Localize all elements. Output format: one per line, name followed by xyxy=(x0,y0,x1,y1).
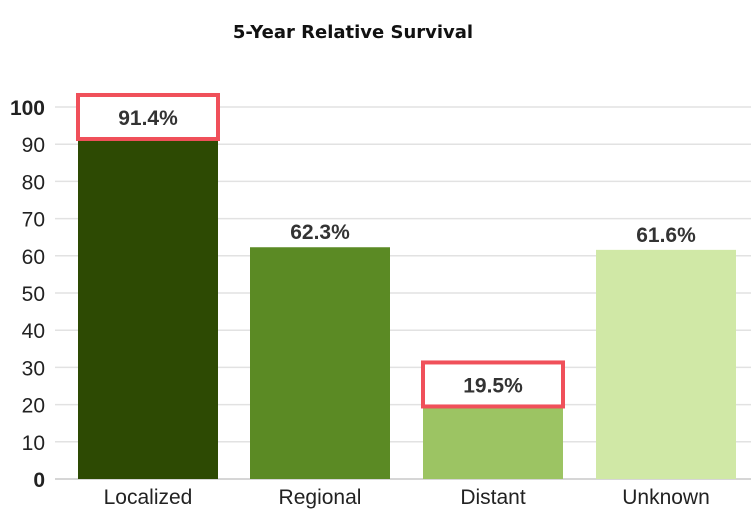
bar-regional xyxy=(250,247,390,479)
y-axis-ticks: 0 10 20 30 40 50 60 70 80 90 100 xyxy=(10,97,45,492)
y-tick-label: 40 xyxy=(22,320,45,343)
data-label: 19.5% xyxy=(463,374,523,397)
y-tick-label: 0 xyxy=(33,469,45,492)
y-tick-label: 80 xyxy=(22,171,45,194)
bar-distant xyxy=(423,406,563,479)
x-tick-label: Regional xyxy=(279,486,362,509)
y-tick-label: 90 xyxy=(22,134,45,157)
highlight-box xyxy=(421,360,565,409)
x-axis-ticks: Localized Regional Distant Unknown xyxy=(104,486,710,509)
bar-unknown xyxy=(596,249,736,479)
y-tick-label: 50 xyxy=(22,283,45,306)
y-tick-label: 10 xyxy=(22,432,45,455)
highlight-box xyxy=(76,92,220,141)
y-tick-label: 60 xyxy=(22,246,45,269)
x-tick-label: Unknown xyxy=(622,486,710,509)
bars: 91.4% 62.3% 19.5% 61.6% xyxy=(76,92,736,479)
data-label: 61.6% xyxy=(636,224,696,247)
x-tick-label: Localized xyxy=(104,486,193,509)
data-label: 62.3% xyxy=(290,221,350,244)
chart-title: 5-Year Relative Survival xyxy=(233,22,473,43)
y-tick-label: 30 xyxy=(22,357,45,380)
data-label: 91.4% xyxy=(118,107,178,130)
y-tick-label: 100 xyxy=(10,97,45,120)
y-tick-label: 70 xyxy=(22,209,45,232)
bar-localized xyxy=(78,138,218,479)
y-tick-label: 20 xyxy=(22,395,45,418)
x-tick-label: Distant xyxy=(460,486,526,509)
